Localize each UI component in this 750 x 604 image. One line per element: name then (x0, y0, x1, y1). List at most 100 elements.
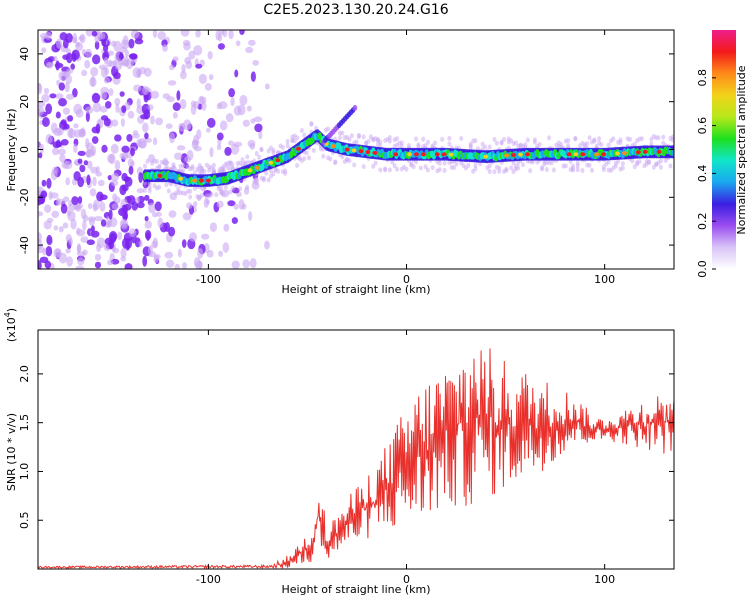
spectrogram-noise-blob (184, 56, 192, 65)
spectrogram-noise-blob (100, 91, 108, 100)
spectrogram-hotspot (205, 178, 211, 183)
spectrogram-noise-blob (152, 30, 158, 38)
snr-y-ticks: 0.5 1.0 1.5 2.0 (18, 365, 674, 529)
colorbar-tick-label: 0.2 (696, 212, 709, 230)
spectrogram-noise-blob (228, 140, 234, 146)
spectrogram-noise-blob (181, 239, 187, 248)
spectrogram-noise-blob (58, 226, 64, 233)
spectrogram-halo (440, 136, 445, 142)
spectrogram-noise-blob (154, 201, 162, 212)
spectrogram-halo (395, 166, 400, 172)
spectrogram-x-tick-label: -100 (196, 273, 221, 286)
spectrogram-noise-blob (248, 211, 253, 222)
spectrogram-noise-blob (46, 178, 52, 189)
spectrogram-hotspot (601, 152, 607, 157)
spectrogram-hotspot (268, 160, 274, 165)
spectrogram-noise-blob (124, 263, 133, 269)
spectrogram-halo (404, 166, 409, 172)
spectrogram-noise-blob (85, 111, 90, 122)
spectrogram-noise-blob (196, 129, 202, 140)
snr-y-tick-label: 1.0 (18, 463, 31, 481)
spectrogram-halo (307, 155, 312, 161)
colorbar-tick-label: 0.6 (696, 117, 709, 135)
spectrogram-halo (587, 162, 592, 168)
spectrogram-halo (433, 140, 438, 146)
spectrogram-hotspot (365, 150, 371, 155)
spectrogram-hotspot (351, 148, 357, 153)
spectrogram-halo (181, 168, 186, 174)
spectrogram-noise-blob (172, 56, 179, 62)
spectrogram-y-tick-label: 0 (18, 146, 31, 153)
spectrogram-halo (647, 159, 652, 165)
spectrogram-noise-blob (205, 127, 211, 133)
spectrogram-halo (333, 159, 338, 165)
spectrogram-noise-blob (186, 202, 193, 209)
spectrogram-noise-blob (58, 97, 67, 107)
spectrogram-y-tick-label: -40 (18, 236, 31, 254)
spectrogram-noise-blob (239, 30, 245, 36)
spectrogram-noise-blob (155, 117, 163, 126)
spectrogram-halo (242, 160, 247, 166)
spectrogram-noise-blob (217, 33, 223, 42)
spectrogram-noise-blob (181, 63, 186, 73)
spectrogram-noise-blob (233, 141, 243, 147)
spectrogram-noise-blob (77, 176, 85, 188)
spectrogram-halo (511, 160, 516, 166)
spectrogram-noise-blob (242, 119, 250, 128)
spectrogram-noise-blob (90, 149, 95, 157)
spectrogram-noise-blob (42, 247, 47, 256)
spectrogram-noise-blob (96, 237, 106, 249)
spectrogram-halo (276, 168, 281, 174)
spectrogram-noise-blob (176, 145, 186, 151)
spectrogram-halo (142, 163, 147, 169)
spectrogram-noise-blob (110, 143, 119, 154)
spectrogram-noise-blob (122, 35, 129, 46)
spectrogram-noise-blob (188, 50, 196, 60)
spectrogram-halo (157, 184, 162, 190)
spectrogram-noise-blob (110, 172, 119, 181)
spectrogram-noise-blob (115, 103, 120, 114)
spectrogram-noise-blob (223, 223, 230, 232)
spectrogram-halo (245, 184, 250, 190)
spectrogram-halo (309, 121, 314, 127)
spectrogram-halo (356, 134, 361, 140)
spectrogram-noise-blob (46, 234, 53, 245)
spectrogram-noise-blob (38, 194, 45, 205)
spectrogram-noise-blob (108, 238, 114, 249)
spectrogram-noise-blob (65, 248, 71, 254)
spectrogram-noise-blob (208, 74, 214, 81)
spectrogram-y-tick-label: -20 (18, 188, 31, 206)
spectrogram-halo (378, 143, 383, 149)
spectrogram-noise-blob (60, 138, 69, 146)
spectrogram-noise-blob (209, 147, 214, 158)
spectrogram-halo (326, 126, 331, 132)
spectrogram-noise-blob (167, 80, 177, 86)
spectrogram-noise-blob (231, 217, 238, 224)
spectrogram-noise-blob (126, 134, 133, 142)
spectrogram-halo (254, 177, 259, 183)
spectrogram-noise-blob (193, 145, 202, 152)
spectrogram-noise-blob (38, 101, 46, 108)
spectrogram-noise-blob (219, 120, 228, 131)
spectrogram-noise-blob (182, 39, 191, 47)
spectrogram-halo (437, 167, 442, 173)
spectrogram-noise-blob (101, 144, 108, 153)
spectrogram-halo (497, 168, 502, 174)
spectrogram-noise-blob (86, 174, 91, 186)
spectrogram-y-tick-label: 20 (18, 95, 31, 109)
spectrogram-halo (532, 137, 537, 143)
spectrogram-halo (202, 169, 207, 175)
spectrogram-halo (238, 186, 243, 192)
spectrogram-noise-blob (97, 179, 105, 187)
spectrogram-noise-blob (70, 218, 77, 230)
spectrogram-noise-blob (128, 165, 134, 175)
spectrogram-noise-blob (101, 38, 107, 47)
spectrogram-noise-blob (107, 153, 115, 163)
spectrogram-noise-blob (46, 61, 54, 67)
spectrogram-noise-blob (144, 220, 152, 229)
spectrogram-noise-blob (136, 68, 142, 77)
spectrogram-noise-blob (38, 105, 45, 116)
spectrogram-halo (228, 189, 233, 195)
spectrogram-noise-blob (96, 191, 104, 202)
